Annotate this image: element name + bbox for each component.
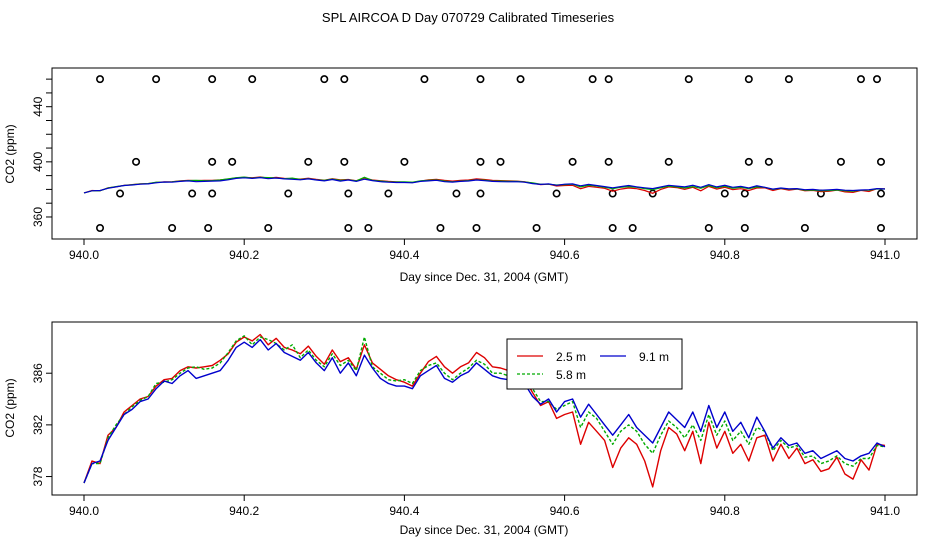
legend-label-2-5m: 2.5 m [556, 350, 586, 364]
calibration-point [532, 224, 541, 233]
calibration-point [304, 157, 313, 166]
calibration-point [836, 157, 845, 166]
legend-label-5-8m: 5.8 m [556, 368, 586, 382]
x-tick-label: 940.0 [69, 504, 99, 518]
calibration-point [740, 189, 749, 198]
x-tick-label: 940.6 [550, 248, 580, 262]
calibration-point [496, 157, 505, 166]
calibration-point [248, 75, 257, 84]
plot-frame-top [51, 67, 918, 240]
calibration-point [516, 75, 525, 84]
calibration-point [740, 224, 749, 233]
x-tick-label: 940.4 [389, 248, 419, 262]
calibration-point [744, 75, 753, 84]
calibration-point [608, 224, 617, 233]
calibration-point [604, 157, 613, 166]
xlabel-top: Day since Dec. 31, 2004 (GMT) [400, 270, 569, 284]
calibration-point [132, 157, 141, 166]
calibration-point [208, 157, 217, 166]
series-line-58m [83, 335, 886, 484]
series-line-top-91m [83, 176, 886, 194]
calibration-point [436, 224, 445, 233]
series-line-25m [83, 333, 886, 488]
calibration-point [264, 224, 273, 233]
ylabel-top: CO2 (ppm) [3, 124, 17, 183]
calibration-point [96, 224, 105, 233]
panel-top: 940.0 940.2 940.4 940.6 940.8 941.0360400440 … [3, 67, 918, 284]
calibration-point [568, 157, 577, 166]
x-tick-label: 941.0 [870, 248, 900, 262]
calibration-point [684, 75, 693, 84]
calibration-point [720, 189, 729, 198]
calibration-point [384, 189, 393, 198]
calibration-point [204, 224, 213, 233]
calibration-point [208, 189, 217, 198]
calibration-point [420, 75, 429, 84]
calibration-point [344, 189, 353, 198]
calibration-point [872, 75, 881, 84]
x-tick-label: 940.0 [69, 248, 99, 262]
y-tick-label: 440 [31, 96, 45, 116]
calibration-point [648, 189, 657, 198]
calibration-point [472, 224, 481, 233]
calibration-point [704, 224, 713, 233]
calibration-point [744, 157, 753, 166]
x-tick-label: 941.0 [870, 504, 900, 518]
calibration-point [856, 75, 865, 84]
legend: 2.5 m 5.8 m 9.1 m [506, 338, 683, 390]
x-tick-label: 940.2 [229, 504, 259, 518]
calibration-point [284, 189, 293, 198]
figure-title: SPL AIRCOA D Day 070729 Calibrated Times… [322, 10, 615, 25]
series-line-91m [83, 338, 886, 484]
calibration-point [364, 224, 373, 233]
series-line-top-25m [83, 176, 886, 194]
calibration-point [608, 189, 617, 198]
calibration-point [476, 189, 485, 198]
y-tick-label: 378 [31, 466, 45, 486]
panel-bottom: 940.0 940.2 940.4 940.6 940.8 941.0378382386 … [3, 321, 918, 537]
calibration-point [344, 224, 353, 233]
x-tick-label: 940.8 [710, 248, 740, 262]
calibration-point [552, 189, 561, 198]
calibration-point [320, 75, 329, 84]
ylabel-bottom: CO2 (ppm) [3, 378, 17, 437]
x-tick-label: 940.2 [229, 248, 259, 262]
calibration-point [152, 75, 161, 84]
calibration-point [208, 75, 217, 84]
calibration-point [400, 157, 409, 166]
calibration-point [876, 224, 885, 233]
y-tick-label: 360 [31, 207, 45, 227]
xlabel-bottom: Day since Dec. 31, 2004 (GMT) [400, 523, 569, 537]
x-tick-label: 940.8 [710, 504, 740, 518]
calibration-point [628, 224, 637, 233]
calibration-point [96, 75, 105, 84]
legend-label-9-1m: 9.1 m [639, 350, 669, 364]
legend-box [506, 338, 683, 390]
calibration-point [188, 189, 197, 198]
calibration-point [664, 157, 673, 166]
calibration-point [800, 224, 809, 233]
y-tick-label: 382 [31, 415, 45, 435]
calibration-point [168, 224, 177, 233]
calibration-point [588, 75, 597, 84]
calibration-point [340, 157, 349, 166]
calibration-point [476, 157, 485, 166]
x-tick-label: 940.6 [550, 504, 580, 518]
y-tick-label: 400 [31, 152, 45, 172]
calibration-point [228, 157, 237, 166]
calibration-point [476, 75, 485, 84]
calibration-point [764, 157, 773, 166]
calibration-point [116, 189, 125, 198]
calibration-point [340, 75, 349, 84]
calibration-point [876, 157, 885, 166]
x-tick-label: 940.4 [389, 504, 419, 518]
calibration-point [876, 189, 885, 198]
calibration-point [604, 75, 613, 84]
plot-frame-bottom [51, 321, 918, 496]
calibration-point [452, 189, 461, 198]
calibration-point [784, 75, 793, 84]
y-tick-label: 386 [31, 363, 45, 383]
